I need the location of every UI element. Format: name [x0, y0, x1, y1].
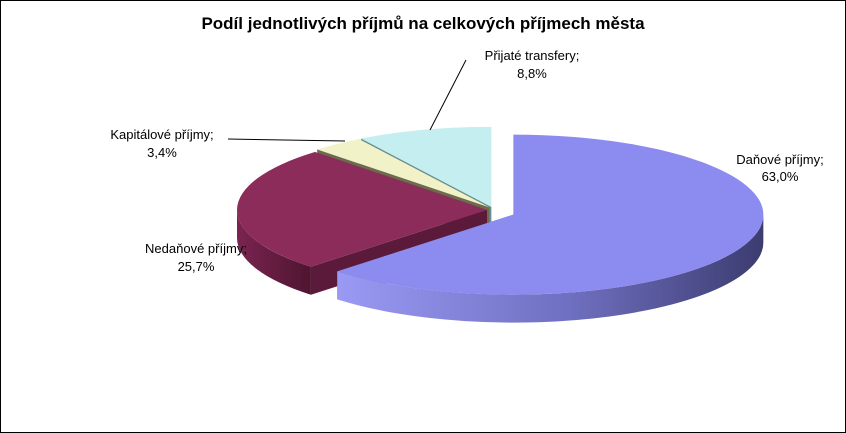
- pie-slice-side-0: [337, 214, 764, 323]
- chart-title: Podíl jednotlivých příjmů na celkových p…: [201, 14, 645, 33]
- pie-slice-side-1: [237, 209, 311, 295]
- leader-line-3: [429, 59, 467, 131]
- slice-value-label-1: 25,7%: [178, 259, 215, 274]
- slice-value-label-2: 3,4%: [147, 145, 177, 160]
- pie-slice-3: [361, 126, 492, 207]
- slice-value-label-0: 63,0%: [762, 169, 799, 184]
- slice-label-1: Nedaňové příjmy;: [145, 241, 247, 256]
- pie-slice-1: [237, 151, 488, 267]
- pie-slice-0: [337, 134, 764, 295]
- pie-slice-2: [317, 139, 490, 208]
- slice-label-2: Kapitálové příjmy;: [110, 127, 213, 142]
- slice-value-label-3: 8,8%: [517, 66, 547, 81]
- slice-label-3: Přijaté transfery;: [485, 48, 580, 63]
- slice-label-0: Daňové příjmy;: [736, 152, 823, 167]
- leader-line-2: [227, 138, 346, 142]
